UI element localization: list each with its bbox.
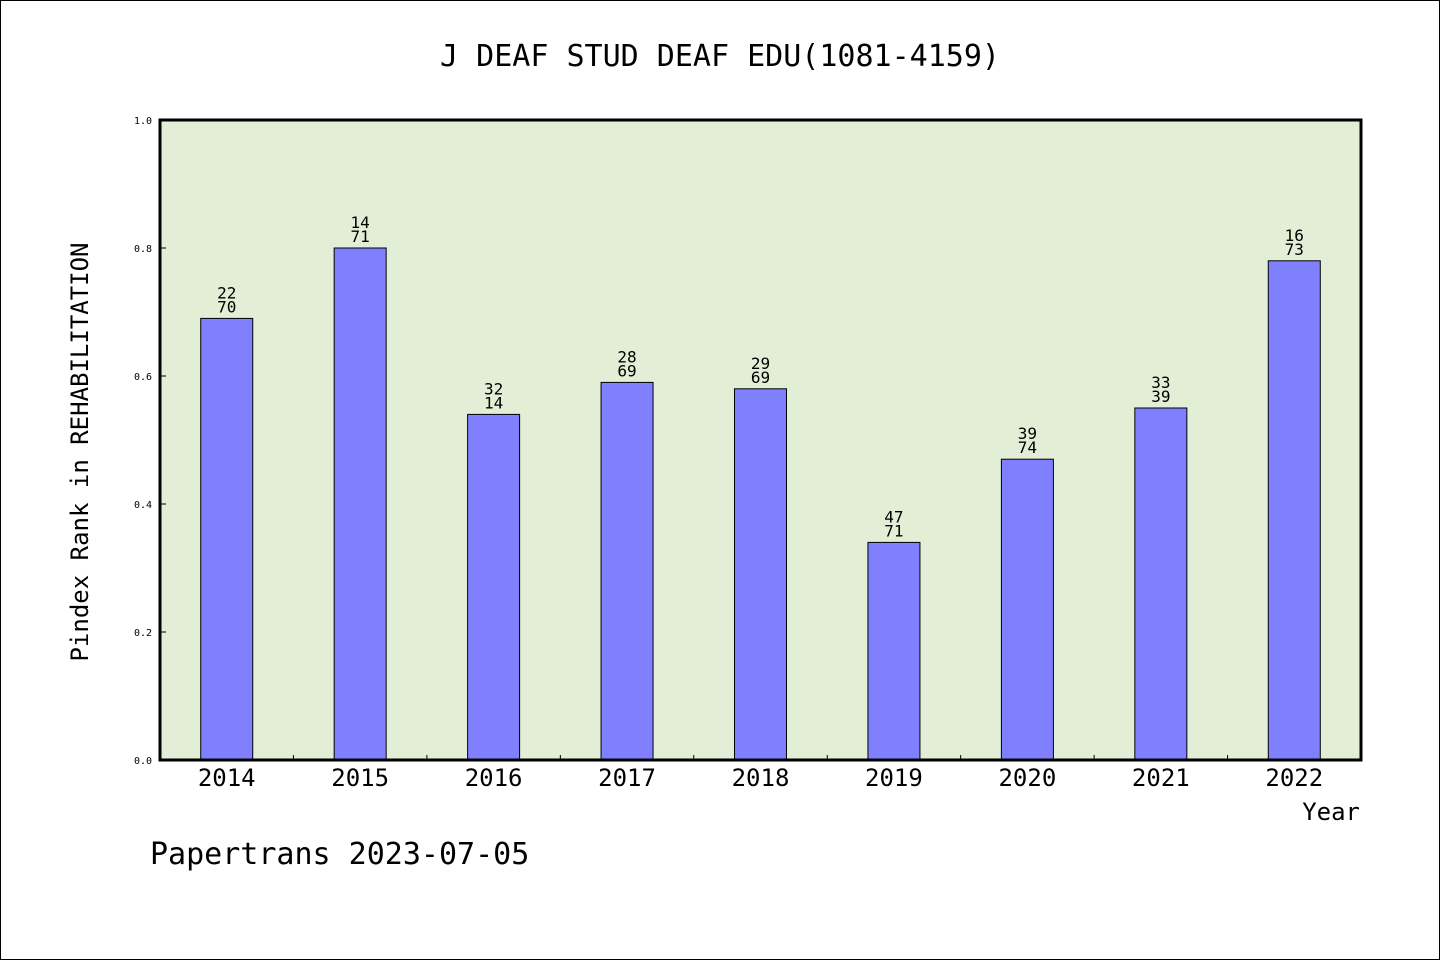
y-tick-labels: 0.0 0.2 0.4 0.6 0.8 1.0: [134, 116, 152, 767]
x-tick-label: 2017: [598, 764, 656, 792]
bar-2019: [867, 541, 921, 761]
y-tick-label: 0.4: [134, 500, 152, 511]
x-tick-label: 2015: [331, 764, 389, 792]
bar-2017: [600, 381, 654, 761]
data-label-bottom: 69: [751, 368, 770, 387]
data-label-bottom: 14: [484, 393, 503, 412]
data-label-top: 22: [217, 283, 236, 302]
x-tick-label: 2019: [865, 764, 923, 792]
data-label-top: 29: [751, 354, 770, 373]
data-label-top: 28: [617, 347, 636, 366]
data-label-bottom: 74: [1018, 438, 1037, 457]
data-label-bottom: 71: [351, 227, 370, 246]
data-label-bottom: 69: [617, 361, 636, 380]
data-label-top: 39: [1018, 424, 1037, 443]
data-label-top: 14: [351, 213, 370, 232]
data-label-top: 32: [484, 379, 503, 398]
x-tick-label: 2016: [465, 764, 523, 792]
x-tick-label: 2021: [1132, 764, 1190, 792]
x-axis-label: Year: [1302, 798, 1360, 826]
data-label-bottom: 73: [1285, 240, 1304, 259]
footer-text: Papertrans 2023-07-05: [150, 837, 529, 872]
y-tick-label: 0.8: [134, 244, 152, 255]
y-axis-label: Pindex Rank in REHABILITATION: [66, 242, 94, 661]
y-tick-label: 0.6: [134, 372, 152, 383]
data-label-bottom: 71: [884, 521, 903, 540]
x-tick-label: 2014: [198, 764, 256, 792]
bar-2022: [1267, 260, 1321, 761]
bar-2015: [333, 247, 387, 761]
data-label-top: 33: [1151, 373, 1170, 392]
bar-2016: [467, 413, 521, 761]
bar-2021: [1134, 407, 1188, 761]
data-label-top: 47: [884, 507, 903, 526]
data-label-bottom: 70: [217, 297, 236, 316]
plot-border: [158, 118, 1363, 762]
bar-2014: [200, 317, 254, 761]
data-label-top: 16: [1285, 226, 1304, 245]
bar-2020: [1000, 458, 1054, 761]
data-label-bottom: 39: [1151, 387, 1170, 406]
bar-2018: [734, 388, 787, 761]
y-tick-label: 0.2: [134, 628, 152, 639]
y-tick-label: 1.0: [134, 116, 152, 127]
x-tick-label: 2022: [1265, 764, 1323, 792]
y-tick-label: 0.0: [134, 756, 152, 767]
x-tick-label: 2018: [732, 764, 790, 792]
x-tick-labels: 2014 2015 2016 2017 2018 2019 2020 2021 2022: [198, 764, 1323, 792]
bars: [200, 247, 1321, 761]
chart-title: J DEAF STUD DEAF EDU(1081-4159): [440, 39, 1000, 74]
x-tick-label: 2020: [998, 764, 1056, 792]
